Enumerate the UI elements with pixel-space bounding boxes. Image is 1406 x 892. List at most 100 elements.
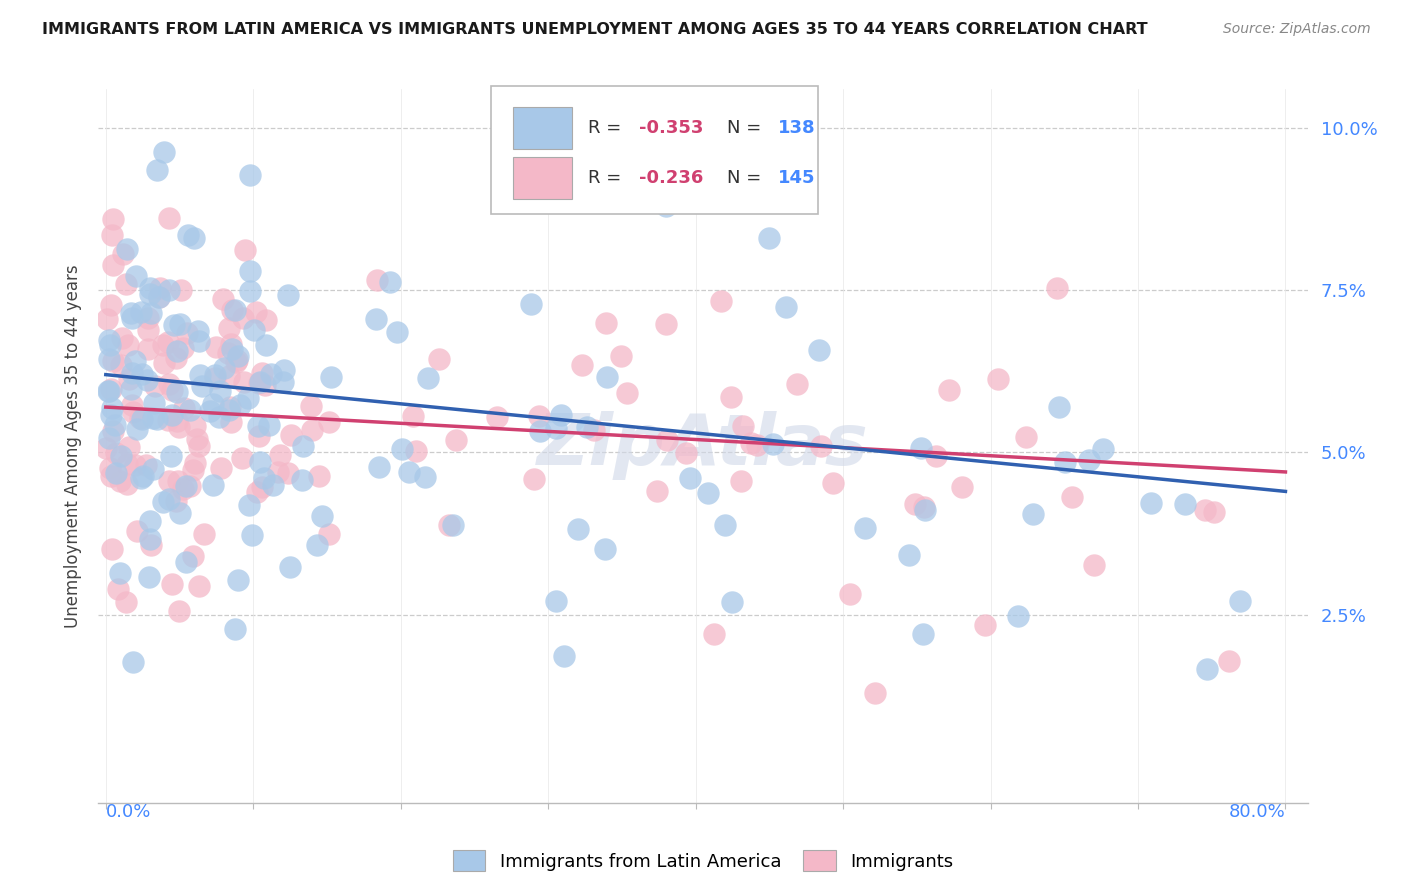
Point bbox=[254, 313, 277, 327]
Point bbox=[1195, 662, 1218, 676]
Point bbox=[1015, 430, 1038, 444]
Point bbox=[148, 290, 170, 304]
Point bbox=[271, 375, 294, 389]
Point bbox=[231, 450, 253, 465]
Point bbox=[121, 405, 143, 419]
Point bbox=[217, 345, 239, 359]
Point bbox=[115, 457, 138, 471]
Point bbox=[186, 432, 208, 446]
Point bbox=[100, 383, 122, 397]
Point bbox=[98, 338, 121, 352]
Point bbox=[446, 433, 468, 447]
Point bbox=[238, 498, 260, 512]
Point bbox=[139, 532, 162, 546]
Point bbox=[616, 386, 638, 401]
Point bbox=[897, 548, 920, 562]
Point bbox=[1174, 497, 1197, 511]
Point bbox=[364, 311, 387, 326]
Point bbox=[775, 300, 797, 314]
Point bbox=[239, 264, 262, 278]
Point bbox=[183, 457, 205, 471]
Point bbox=[427, 352, 450, 367]
Point bbox=[152, 145, 174, 160]
Point bbox=[136, 342, 159, 356]
Text: Source: ZipAtlas.com: Source: ZipAtlas.com bbox=[1223, 22, 1371, 37]
Point bbox=[254, 378, 277, 392]
Point bbox=[219, 400, 242, 414]
Point bbox=[152, 495, 174, 509]
Point bbox=[853, 521, 876, 535]
Y-axis label: Unemployment Among Ages 35 to 44 years: Unemployment Among Ages 35 to 44 years bbox=[63, 264, 82, 628]
Point bbox=[101, 542, 124, 557]
Point bbox=[184, 419, 207, 434]
Point bbox=[146, 411, 169, 425]
Point bbox=[181, 463, 204, 477]
Point bbox=[823, 476, 845, 491]
Point bbox=[96, 442, 118, 456]
Point bbox=[112, 246, 135, 260]
Point bbox=[172, 483, 194, 497]
Point bbox=[721, 595, 744, 609]
Point bbox=[157, 283, 180, 297]
Point bbox=[209, 384, 232, 398]
Point bbox=[249, 455, 271, 469]
Point bbox=[1062, 490, 1084, 504]
Point bbox=[166, 343, 188, 358]
Point bbox=[131, 412, 153, 426]
Point bbox=[218, 403, 240, 417]
Point bbox=[250, 367, 273, 381]
Point bbox=[110, 358, 132, 372]
Point bbox=[141, 462, 163, 476]
Point bbox=[786, 376, 808, 391]
Point bbox=[595, 316, 617, 330]
Point bbox=[108, 566, 131, 581]
Point bbox=[221, 343, 243, 357]
Point bbox=[125, 524, 148, 538]
Point bbox=[115, 595, 138, 609]
Point bbox=[576, 420, 599, 434]
Point bbox=[378, 275, 401, 289]
Point bbox=[740, 436, 762, 450]
Point bbox=[101, 258, 124, 272]
Point bbox=[696, 486, 718, 500]
Point bbox=[610, 173, 633, 187]
Point bbox=[645, 483, 668, 498]
Point bbox=[610, 349, 633, 363]
Point bbox=[299, 399, 322, 413]
Point bbox=[135, 458, 157, 472]
Point bbox=[703, 626, 725, 640]
Point bbox=[181, 549, 204, 563]
Text: 145: 145 bbox=[778, 169, 815, 187]
Point bbox=[163, 318, 186, 333]
Point bbox=[118, 372, 141, 386]
Point bbox=[148, 290, 170, 304]
Point bbox=[170, 284, 193, 298]
Point bbox=[104, 418, 127, 433]
Point bbox=[311, 508, 333, 523]
Point bbox=[125, 269, 148, 284]
Point bbox=[1204, 505, 1226, 519]
Point bbox=[233, 244, 256, 258]
Point bbox=[1092, 442, 1115, 457]
Legend: Immigrants from Latin America, Immigrants: Immigrants from Latin America, Immigrant… bbox=[446, 843, 960, 879]
Point bbox=[259, 417, 281, 432]
Point bbox=[938, 384, 960, 398]
Point bbox=[249, 375, 271, 389]
Point bbox=[1140, 496, 1163, 510]
Point bbox=[553, 648, 575, 663]
Point bbox=[366, 273, 388, 287]
Point bbox=[121, 367, 143, 381]
Point bbox=[675, 445, 697, 459]
Point bbox=[387, 326, 409, 340]
Point bbox=[1049, 400, 1071, 414]
Point bbox=[904, 497, 927, 511]
Point bbox=[174, 478, 197, 492]
Point bbox=[111, 331, 134, 345]
Point bbox=[166, 414, 188, 428]
Point bbox=[98, 431, 121, 445]
Point bbox=[117, 338, 139, 352]
Point bbox=[212, 292, 235, 306]
Point bbox=[391, 442, 413, 456]
Point bbox=[136, 323, 159, 337]
Point bbox=[166, 385, 188, 400]
